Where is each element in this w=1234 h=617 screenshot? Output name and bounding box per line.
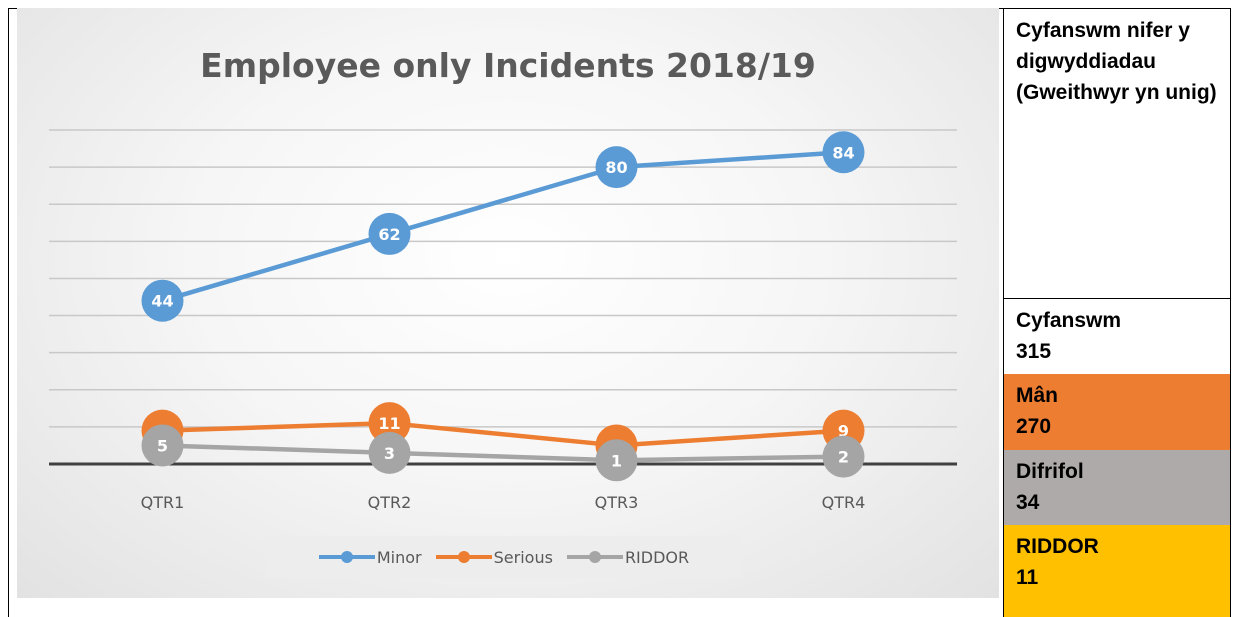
data-point-riddor bbox=[141, 424, 184, 467]
data-label-riddor: 5 bbox=[157, 436, 168, 455]
minor-value: 270 bbox=[1016, 415, 1052, 438]
riddor-value: 11 bbox=[1016, 566, 1039, 589]
legend-item-minor: Minor bbox=[318, 547, 422, 567]
serious-label: Difrifol bbox=[1016, 460, 1084, 483]
x-tick-label: QTR3 bbox=[595, 493, 639, 512]
minor-cell: Mân 270 bbox=[1004, 374, 1230, 450]
row-divider bbox=[1004, 298, 1230, 299]
legend-swatch-riddor bbox=[566, 551, 623, 563]
legend-label-riddor: RIDDOR bbox=[624, 547, 690, 567]
data-point-minor bbox=[368, 212, 411, 255]
minor-label: Mân bbox=[1016, 384, 1058, 407]
legend-swatch-minor bbox=[318, 551, 375, 563]
legend-swatch-serious bbox=[435, 551, 492, 563]
chart-legend: Minor Serious RIDDOR bbox=[265, 536, 743, 578]
data-label-minor: 44 bbox=[151, 292, 173, 311]
data-point-minor bbox=[141, 279, 184, 322]
table-column-divider bbox=[1003, 8, 1004, 617]
data-label-riddor: 3 bbox=[384, 444, 395, 463]
table-right-border bbox=[1230, 8, 1231, 617]
legend-item-riddor: RIDDOR bbox=[566, 547, 690, 567]
data-label-riddor: 2 bbox=[838, 448, 849, 467]
side-heading: Cyfanswm nifer y digwyddiadau (Gweithwyr… bbox=[1016, 19, 1217, 104]
series-line-minor bbox=[160, 150, 846, 303]
series-line-riddor bbox=[160, 443, 846, 463]
series-line-serious bbox=[160, 420, 846, 448]
data-label-serious: 11 bbox=[378, 414, 400, 433]
x-tick-label: QTR1 bbox=[141, 493, 185, 512]
data-point-serious bbox=[368, 402, 411, 445]
x-tick-label: QTR4 bbox=[822, 493, 866, 512]
data-label-minor: 84 bbox=[832, 143, 854, 162]
data-label-serious: 9 bbox=[838, 422, 849, 441]
legend-item-serious: Serious bbox=[435, 547, 553, 567]
data-label-minor: 62 bbox=[378, 225, 400, 244]
chart-title: Employee only Incidents 2018/19 bbox=[200, 46, 816, 85]
data-point-riddor bbox=[368, 431, 411, 474]
data-label-minor: 80 bbox=[605, 158, 627, 177]
data-point-minor bbox=[822, 131, 865, 174]
total-cell: Cyfanswm 315 bbox=[1004, 299, 1230, 374]
side-heading-cell: Cyfanswm nifer y digwyddiadau (Gweithwyr… bbox=[1004, 9, 1230, 298]
incident-chart: Employee only Incidents 2018/19 QTR1 QTR2… bbox=[17, 8, 999, 598]
riddor-label: RIDDOR bbox=[1016, 535, 1099, 558]
serious-cell: Difrifol 34 bbox=[1004, 450, 1230, 525]
table-left-border bbox=[8, 8, 9, 617]
data-point-minor bbox=[595, 146, 638, 189]
data-point-riddor bbox=[595, 439, 638, 482]
data-label-riddor: 1 bbox=[611, 451, 622, 470]
serious-value: 34 bbox=[1016, 491, 1040, 514]
x-tick-label: QTR2 bbox=[368, 493, 412, 512]
total-label: Cyfanswm bbox=[1016, 309, 1122, 332]
legend-label-serious: Serious bbox=[493, 547, 553, 567]
riddor-cell: RIDDOR 11 bbox=[1004, 525, 1230, 617]
chart-plot: QTR1QTR2QTR3QTR444628084911595312 bbox=[49, 129, 957, 512]
legend-label-minor: Minor bbox=[376, 547, 422, 567]
data-point-riddor bbox=[822, 435, 865, 478]
total-value: 315 bbox=[1016, 340, 1052, 363]
